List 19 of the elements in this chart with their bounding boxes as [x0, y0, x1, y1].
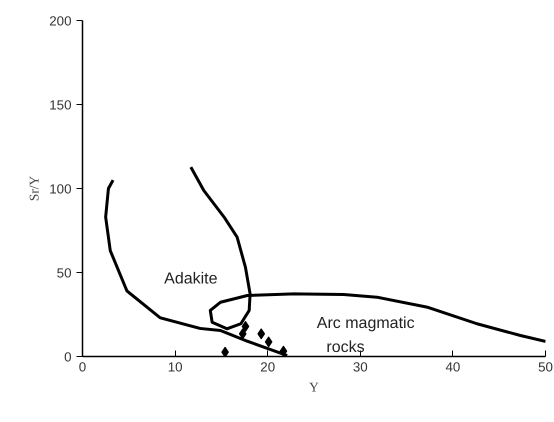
y-tick-label: 50 [56, 266, 72, 280]
point [257, 328, 266, 340]
x-tick-label: 0 [78, 360, 86, 374]
y-tick-label: 150 [49, 98, 72, 112]
annotation: Adakite [164, 270, 218, 288]
y-axis-title: Sr/Y [26, 176, 42, 202]
x-tick-label: 30 [352, 360, 368, 374]
y-tick-label: 0 [64, 350, 72, 364]
y-tick-label: 100 [49, 182, 72, 196]
annotation: Arc magmatic [316, 315, 415, 332]
annotation: rocks [326, 338, 365, 356]
point [221, 346, 229, 356]
x-tick-label: 50 [538, 360, 553, 374]
y-tick-label: 200 [49, 14, 72, 28]
x-axis-title: Y [309, 380, 320, 394]
x-tick-label: 40 [445, 360, 460, 374]
point [238, 328, 247, 340]
x-tick-label: 10 [168, 360, 183, 374]
x-tick-label: 20 [260, 360, 276, 374]
